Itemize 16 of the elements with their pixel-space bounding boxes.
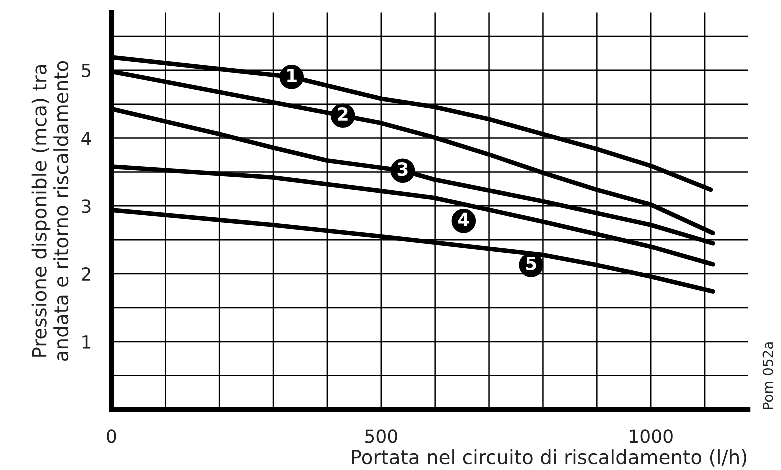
x-tick-label: 1000 bbox=[630, 430, 673, 444]
annotation: 1 bbox=[288, 69, 297, 82]
annotation: 2 bbox=[338, 107, 348, 121]
y-tick-label: 5 bbox=[82, 64, 91, 78]
x-tick-label: 500 bbox=[366, 430, 398, 444]
y-tick-label: 1 bbox=[82, 336, 91, 349]
y-tick-label: 4 bbox=[82, 132, 92, 146]
annotation: 5 bbox=[526, 257, 536, 270]
y-tick-label: 3 bbox=[82, 200, 91, 214]
y-tick-label: 2 bbox=[82, 268, 90, 281]
x-axis-title: Portata nel circuito di riscaldamento (l/h) bbox=[352, 450, 747, 467]
annotation: 3 bbox=[398, 162, 408, 176]
y-axis-title: Pressione disponible (mca) tra andata e ritorno riscaldamento bbox=[32, 61, 69, 362]
text: Pom 052a bbox=[762, 342, 774, 410]
annotation: 4 bbox=[458, 212, 470, 226]
x-tick-label: 0 bbox=[107, 430, 116, 444]
